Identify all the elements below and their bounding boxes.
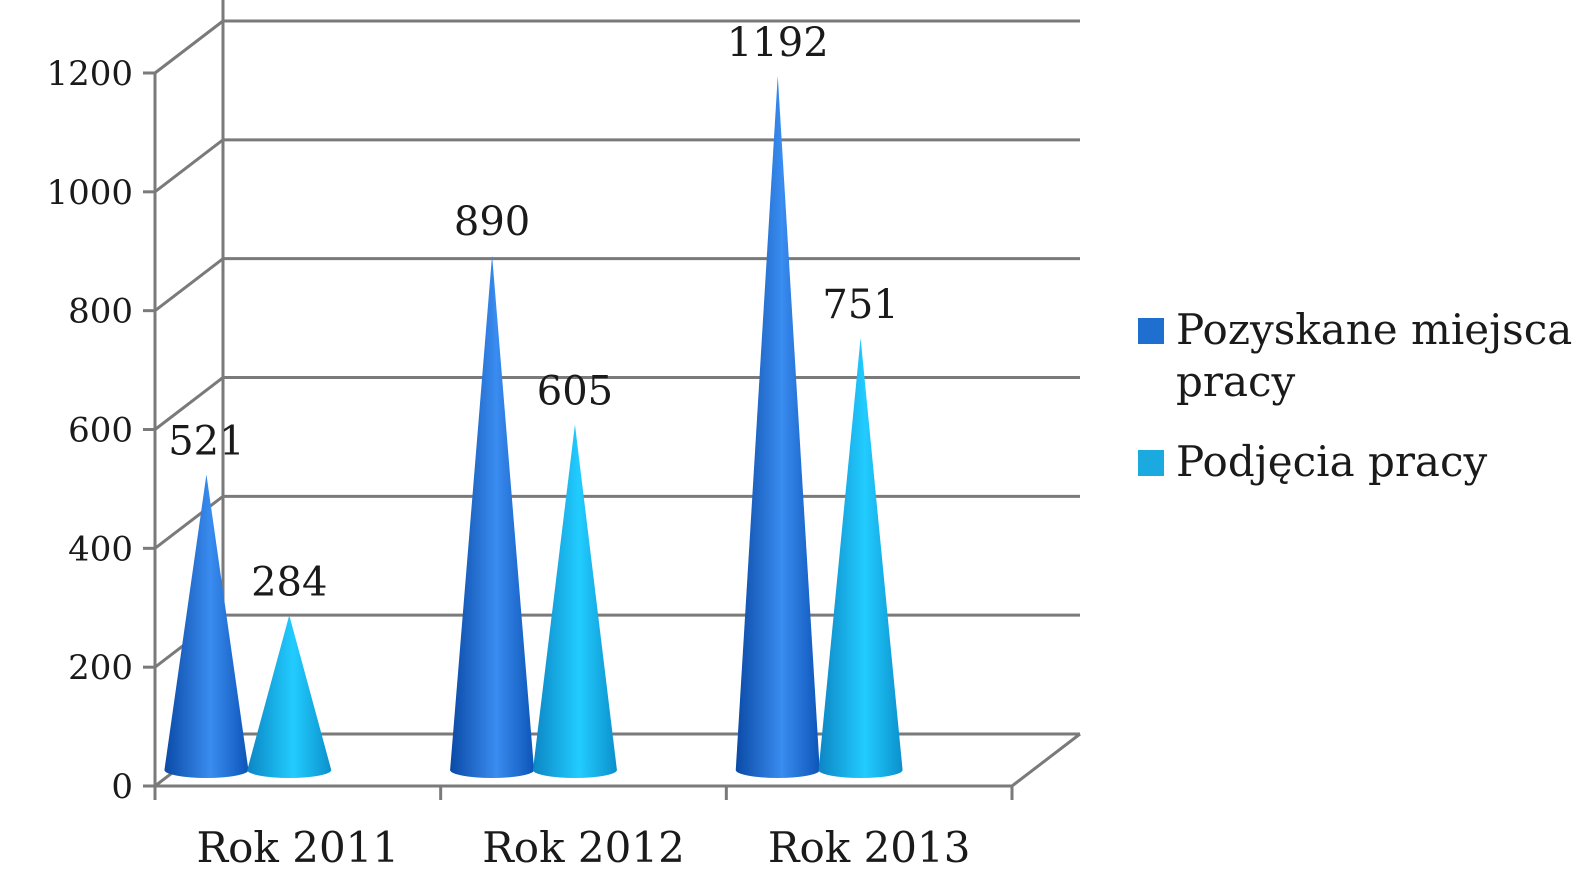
data-label-1-1: 605	[537, 369, 613, 415]
cone-0-2	[735, 75, 820, 778]
labels-layer: 521 890 1192 284 605 751	[168, 20, 899, 606]
data-label-0-1: 890	[454, 199, 530, 245]
cone-body-1-2	[818, 337, 903, 778]
legend-label-line-0-1: pracy	[1176, 357, 1296, 406]
x-tick-label-2: Rok 2013	[768, 823, 971, 872]
gridline-diag-2	[154, 495, 224, 550]
data-label-1-0: 284	[251, 559, 327, 605]
y-tick-label-3: 600	[68, 411, 133, 451]
legend-swatch-1	[1138, 450, 1164, 476]
legend: Pozyskane miejsca pracy Podjęcia pracy	[1138, 305, 1572, 486]
legend-label-line-0-0: Pozyskane miejsca	[1176, 305, 1572, 354]
legend-label-0: Pozyskane miejsca pracy	[1176, 305, 1572, 406]
floor-right-edge	[1011, 732, 1081, 788]
cone-body-0-0	[164, 474, 249, 778]
x-tick-label-0: Rok 2011	[197, 823, 400, 872]
gridline-diag-4	[154, 257, 224, 312]
y-tick-label-2: 400	[68, 529, 133, 569]
y-tick-label-0: 0	[111, 767, 133, 807]
y-tick-label-6: 1200	[46, 54, 133, 94]
axes-layer: 0 200 400 600 800 1000 1200 Rok 2011 Rok 2012 Rok…	[46, 0, 1081, 872]
cone-1-1	[532, 424, 617, 778]
data-label-0-0: 521	[168, 418, 244, 464]
cone-body-1-1	[532, 424, 617, 778]
legend-label-1: Podjęcia pracy	[1176, 437, 1487, 486]
cone-body-0-1	[450, 255, 535, 779]
y-tick-label-1: 200	[68, 648, 133, 688]
data-label-0-2: 1192	[727, 20, 829, 66]
cone-1-0	[247, 615, 332, 778]
gridline-diag-6	[154, 19, 224, 75]
legend-label-line-1-0: Podjęcia pracy	[1176, 437, 1487, 486]
cone-0-0	[164, 474, 249, 778]
gridline-diag-3	[154, 376, 224, 431]
cone-0-1	[450, 255, 535, 779]
x-tick-label-1: Rok 2012	[482, 823, 685, 872]
y-tick-label-4: 800	[68, 292, 133, 332]
cone-body-1-0	[247, 615, 332, 778]
cone-body-0-2	[735, 75, 820, 778]
y-tick-label-5: 1000	[46, 173, 133, 213]
gridline-diag-5	[154, 138, 224, 194]
data-label-1-2: 751	[822, 282, 898, 328]
cone-1-2	[818, 337, 903, 778]
marks-layer	[164, 75, 903, 779]
legend-swatch-0	[1138, 318, 1164, 344]
